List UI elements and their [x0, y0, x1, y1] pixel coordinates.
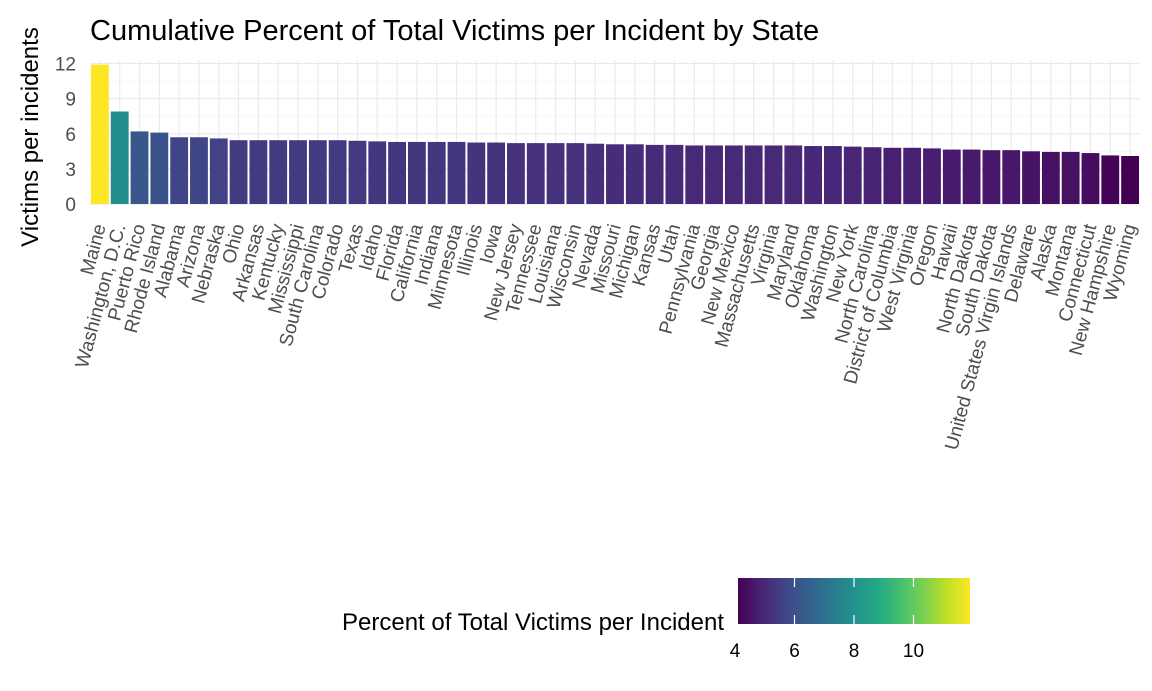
- bar: [407, 141, 426, 204]
- bar: [1061, 151, 1080, 204]
- bar: [249, 140, 268, 204]
- bar: [526, 143, 545, 204]
- bar: [170, 137, 189, 204]
- bar: [150, 132, 169, 204]
- bar: [903, 147, 922, 204]
- bar: [368, 141, 387, 204]
- bar: [705, 145, 723, 204]
- bar: [645, 144, 664, 204]
- bar: [289, 140, 307, 204]
- bar: [625, 144, 644, 204]
- bar: [388, 141, 406, 204]
- bar: [507, 143, 525, 204]
- bar: [328, 140, 347, 204]
- legend-title: Percent of Total Victims per Incident: [342, 609, 724, 636]
- bar: [724, 145, 743, 204]
- legend-tick-label: 6: [789, 641, 800, 662]
- bar: [586, 143, 605, 204]
- bar: [824, 146, 842, 204]
- y-axis-label: Victims per incidents: [17, 27, 44, 247]
- bar: [546, 143, 565, 204]
- y-tick-label: 12: [55, 55, 76, 76]
- y-tick-label: 0: [65, 195, 76, 216]
- legend-tick-label: 10: [903, 641, 924, 662]
- bar: [447, 141, 466, 204]
- y-axis-ticks: 0 3 6 9 12: [55, 55, 76, 216]
- bar: [130, 131, 149, 204]
- bar: [883, 147, 902, 204]
- bar: [487, 142, 506, 204]
- bar: [427, 141, 446, 204]
- legend-ticks: 4 6 8 10: [730, 578, 924, 662]
- bar: [863, 147, 882, 204]
- y-tick-label: 3: [65, 160, 76, 181]
- chart-title: Cumulative Percent of Total Victims per …: [90, 15, 819, 47]
- bar: [467, 142, 486, 204]
- bar: [229, 140, 248, 204]
- y-tick-label: 9: [65, 90, 76, 111]
- bar: [982, 150, 1001, 204]
- bar: [606, 144, 624, 204]
- bar: [843, 146, 862, 204]
- bar: [744, 145, 763, 204]
- bar: [804, 146, 823, 204]
- bar: [566, 143, 585, 204]
- bar: [110, 111, 129, 204]
- bar: [348, 140, 367, 204]
- bar: [685, 145, 704, 204]
- bar: [665, 144, 684, 204]
- bar: [1101, 155, 1120, 204]
- bar: [90, 64, 109, 205]
- bar: [1022, 151, 1040, 204]
- bar: [1081, 153, 1100, 204]
- legend-tick-label: 4: [730, 641, 741, 662]
- bar: [1041, 151, 1060, 204]
- legend-tick-label: 8: [849, 641, 860, 662]
- bar: [764, 145, 783, 204]
- legend: Percent of Total Victims per Incident 4 6…: [342, 578, 970, 662]
- bars: [90, 64, 1140, 205]
- bar: [962, 149, 981, 204]
- bar: [784, 145, 803, 204]
- bar: [1002, 150, 1021, 204]
- bar: [308, 140, 327, 204]
- y-tick-label: 6: [65, 125, 76, 146]
- bar: [209, 138, 228, 204]
- bar: [942, 149, 961, 204]
- bar: [190, 137, 208, 204]
- bar: [269, 140, 288, 204]
- bar: [1121, 156, 1140, 204]
- bar: [923, 148, 941, 204]
